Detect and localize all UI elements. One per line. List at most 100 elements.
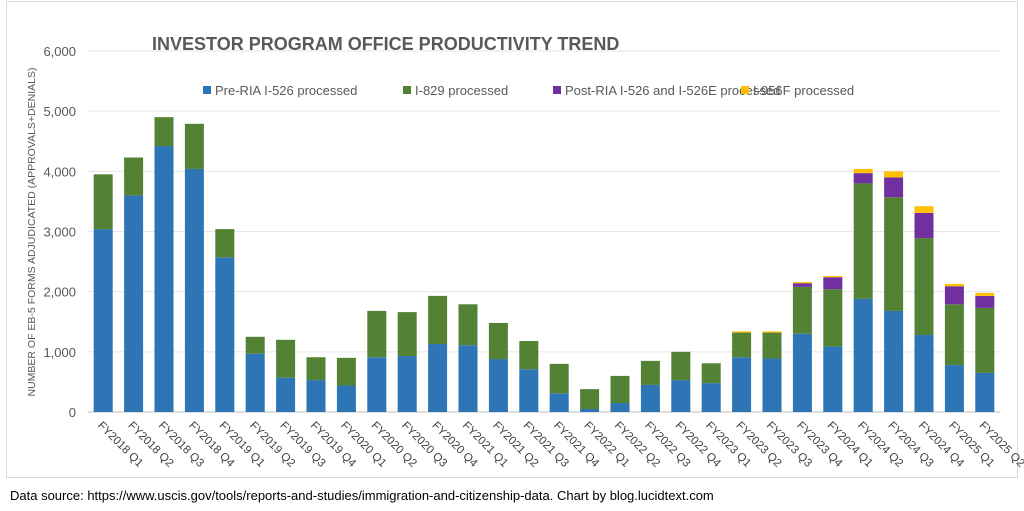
bar-segment-pre-ria-i-526-processed bbox=[944, 365, 964, 412]
bar-segment-i-829-processed bbox=[884, 197, 904, 311]
bar-segment-pre-ria-i-526-processed bbox=[792, 333, 812, 412]
bar-segment-i-829-processed bbox=[458, 304, 478, 346]
bar-segment-pre-ria-i-526-processed bbox=[823, 346, 843, 412]
bar-segment-i-829-processed bbox=[367, 310, 387, 358]
legend-swatch bbox=[553, 86, 561, 94]
bar-segment-i-829-processed bbox=[336, 357, 356, 386]
bar-segment-pre-ria-i-526-processed bbox=[458, 345, 478, 412]
bar-segment-pre-ria-i-526-processed bbox=[853, 298, 873, 412]
bar-segment-i-829-processed bbox=[428, 295, 448, 345]
bars bbox=[93, 117, 995, 412]
bar-segment-i-829-processed bbox=[93, 174, 113, 230]
bar-segment-i-829-processed bbox=[640, 360, 660, 385]
bar-segment-pre-ria-i-526-processed bbox=[215, 257, 235, 412]
bar-segment-i-956f-processed bbox=[792, 282, 812, 284]
bar-segment-pre-ria-i-526-processed bbox=[884, 310, 904, 412]
bar-segment-pre-ria-i-526-processed bbox=[93, 229, 113, 412]
bar-segment-pre-ria-i-526-processed bbox=[580, 408, 600, 412]
legend-swatch bbox=[741, 86, 749, 94]
bar-segment-i-829-processed bbox=[549, 363, 569, 394]
bar-segment-i-956f-processed bbox=[732, 331, 752, 333]
bar-segment-pre-ria-i-526-processed bbox=[640, 384, 660, 412]
bar-segment-i-829-processed bbox=[975, 307, 995, 373]
bar-segment-post-ria-i-526-and-i-526e-processed bbox=[975, 295, 995, 308]
bar-segment-i-829-processed bbox=[184, 123, 204, 169]
bar-segment-i-956f-processed bbox=[975, 292, 995, 296]
bar-segment-i-956f-processed bbox=[944, 283, 964, 287]
bar-segment-pre-ria-i-526-processed bbox=[701, 383, 721, 412]
data-source-note: Data source: https://www.uscis.gov/tools… bbox=[10, 488, 714, 503]
bar-segment-i-829-processed bbox=[519, 341, 539, 370]
bar-segment-i-829-processed bbox=[823, 289, 843, 347]
y-tick-label: 5,000 bbox=[43, 104, 76, 119]
bar-segment-post-ria-i-526-and-i-526e-processed bbox=[944, 286, 964, 305]
legend-label: I-956F processed bbox=[753, 83, 854, 98]
y-tick-label: 2,000 bbox=[43, 285, 76, 300]
bar-segment-pre-ria-i-526-processed bbox=[154, 146, 174, 412]
y-tick-label: 4,000 bbox=[43, 164, 76, 179]
y-axis-label: NUMBER OF EB-5 FORMS ADJUDICATED (APPROV… bbox=[26, 68, 38, 397]
bar-segment-post-ria-i-526-and-i-526e-processed bbox=[914, 212, 934, 239]
legend-swatch bbox=[203, 86, 211, 94]
bar-segment-i-829-processed bbox=[245, 336, 265, 354]
bar-segment-pre-ria-i-526-processed bbox=[762, 358, 782, 412]
legend: Pre-RIA I-526 processed I-829 processed Po… bbox=[203, 83, 854, 98]
bar-segment-i-956f-processed bbox=[823, 276, 843, 278]
bar-segment-pre-ria-i-526-processed bbox=[397, 356, 417, 412]
y-tick-label: 0 bbox=[69, 405, 76, 420]
bar-segment-post-ria-i-526-and-i-526e-processed bbox=[853, 173, 873, 184]
legend-label: Post-RIA I-526 and I-526E processed bbox=[565, 83, 780, 98]
y-tick-label: 1,000 bbox=[43, 345, 76, 360]
bar-segment-pre-ria-i-526-processed bbox=[306, 380, 326, 412]
bar-segment-i-829-processed bbox=[124, 157, 144, 196]
bar-segment-pre-ria-i-526-processed bbox=[519, 369, 539, 412]
bar-segment-pre-ria-i-526-processed bbox=[245, 353, 265, 412]
y-tick-label: 6,000 bbox=[43, 44, 76, 59]
legend-label: I-829 processed bbox=[415, 83, 508, 98]
bar-segment-pre-ria-i-526-processed bbox=[914, 334, 934, 412]
bar-segment-pre-ria-i-526-processed bbox=[671, 380, 691, 412]
bar-segment-pre-ria-i-526-processed bbox=[732, 357, 752, 412]
gridlines bbox=[88, 50, 1000, 413]
bar-segment-pre-ria-i-526-processed bbox=[549, 393, 569, 412]
y-tick-label: 3,000 bbox=[43, 225, 76, 240]
bar-segment-i-956f-processed bbox=[884, 171, 904, 178]
bar-segment-pre-ria-i-526-processed bbox=[428, 344, 448, 412]
bar-segment-i-829-processed bbox=[580, 389, 600, 409]
bar-segment-i-829-processed bbox=[154, 117, 174, 147]
bar-segment-i-829-processed bbox=[732, 332, 752, 358]
bar-segment-i-829-processed bbox=[215, 229, 235, 258]
bar-segment-i-956f-processed bbox=[762, 331, 782, 333]
bar-segment-i-829-processed bbox=[610, 375, 630, 403]
bar-segment-i-956f-processed bbox=[853, 168, 873, 174]
bar-segment-i-829-processed bbox=[701, 363, 721, 384]
bar-segment-i-829-processed bbox=[671, 351, 691, 381]
bar-segment-i-829-processed bbox=[488, 322, 508, 360]
bar-segment-i-829-processed bbox=[397, 312, 417, 357]
bar-segment-i-956f-processed bbox=[914, 206, 934, 213]
bar-segment-i-829-processed bbox=[306, 357, 326, 381]
bar-segment-pre-ria-i-526-processed bbox=[276, 377, 296, 412]
bar-segment-post-ria-i-526-and-i-526e-processed bbox=[884, 177, 904, 198]
legend-label: Pre-RIA I-526 processed bbox=[215, 83, 357, 98]
bar-segment-i-829-processed bbox=[944, 304, 964, 366]
bar-segment-pre-ria-i-526-processed bbox=[610, 402, 630, 412]
bar-segment-pre-ria-i-526-processed bbox=[184, 168, 204, 412]
bar-segment-i-829-processed bbox=[792, 286, 812, 334]
bar-segment-pre-ria-i-526-processed bbox=[367, 357, 387, 412]
chart-frame bbox=[6, 1, 1018, 478]
bar-segment-pre-ria-i-526-processed bbox=[975, 372, 995, 412]
bar-segment-i-829-processed bbox=[276, 339, 296, 378]
bar-segment-post-ria-i-526-and-i-526e-processed bbox=[823, 277, 843, 290]
bar-segment-post-ria-i-526-and-i-526e-processed bbox=[792, 283, 812, 287]
bar-segment-i-829-processed bbox=[914, 238, 934, 335]
legend-swatch bbox=[403, 86, 411, 94]
bar-segment-i-829-processed bbox=[762, 332, 782, 359]
chart-title: INVESTOR PROGRAM OFFICE PRODUCTIVITY TRE… bbox=[152, 34, 619, 54]
bar-segment-pre-ria-i-526-processed bbox=[336, 385, 356, 412]
bar-segment-i-829-processed bbox=[853, 183, 873, 299]
y-axis: 0 1,000 2,000 3,000 4,000 5,000 6,000 bbox=[43, 44, 76, 420]
bar-segment-pre-ria-i-526-processed bbox=[488, 359, 508, 412]
